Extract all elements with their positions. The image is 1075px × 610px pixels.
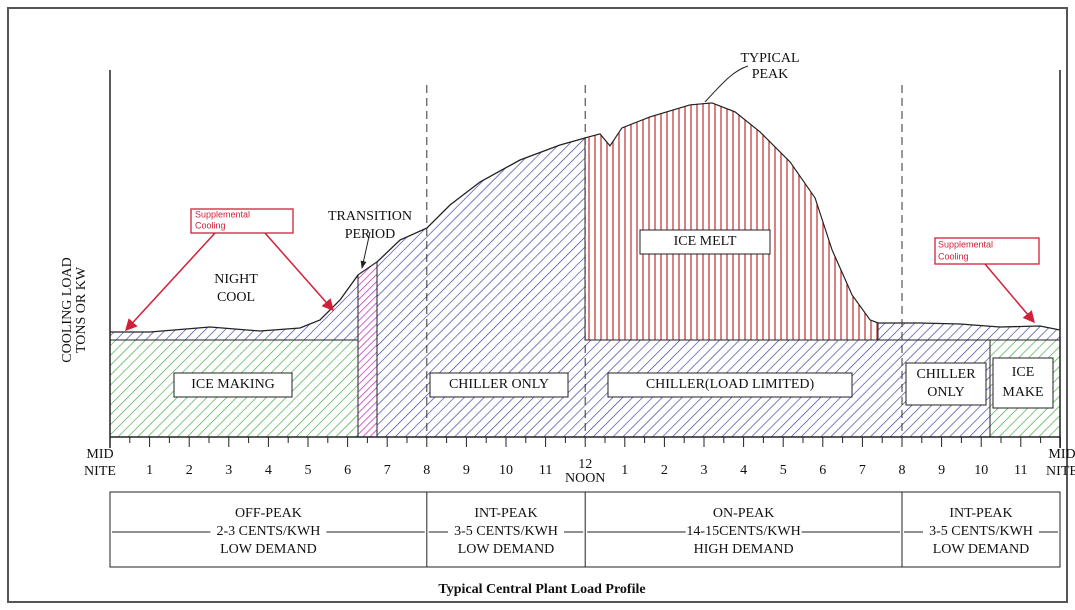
label: PERIOD — [345, 227, 396, 242]
region-box — [905, 362, 987, 406]
label: CHILLER ONLY — [449, 377, 549, 392]
label: 14-15CENTS/KWH — [686, 524, 800, 539]
label: LOW DEMAND — [220, 542, 317, 557]
hour-label: 4 — [740, 463, 747, 478]
region-box — [639, 229, 771, 255]
hour-label: 3 — [225, 463, 232, 478]
region-box — [173, 372, 293, 398]
region-box — [607, 372, 853, 398]
label: Cooling — [195, 220, 226, 230]
label: LOW DEMAND — [933, 542, 1030, 557]
callout-arrow — [124, 232, 216, 332]
ice-melt-area — [584, 102, 879, 341]
period-bg — [210, 524, 327, 540]
label: HIGH DEMAND — [694, 542, 794, 557]
peak-leader — [704, 65, 749, 103]
label: CHILLER(LOAD LIMITED) — [646, 377, 815, 392]
label: ON-PEAK — [713, 506, 774, 521]
callout — [190, 208, 294, 234]
hour-label: 11 — [1014, 463, 1027, 478]
label: ICE — [1012, 365, 1035, 380]
label: TONS OR KW — [74, 266, 89, 353]
callout — [934, 237, 1040, 265]
hour-label: 6 — [819, 463, 826, 478]
label: Supplemental — [195, 209, 250, 219]
hour-label: MID — [1048, 447, 1075, 462]
title: Typical Central Plant Load Profile — [438, 582, 645, 597]
hour-label: 5 — [305, 463, 312, 478]
label: 2-3 CENTS/KWH — [216, 524, 320, 539]
hour-label: NOON — [565, 471, 605, 486]
label: TRANSITION — [328, 209, 412, 224]
label: ONLY — [927, 385, 964, 400]
hour-label: 8 — [899, 463, 906, 478]
hour-label: 10 — [499, 463, 513, 478]
label: CHILLER — [916, 367, 976, 382]
period-bg — [685, 524, 802, 540]
label: OFF-PEAK — [235, 506, 302, 521]
hour-label: 7 — [384, 463, 391, 478]
transition-leader — [360, 231, 371, 269]
label: LOW DEMAND — [458, 542, 555, 557]
hour-label: NITE — [1046, 464, 1075, 479]
hour-label: 1 — [146, 463, 153, 478]
label: ICE MAKING — [191, 377, 275, 392]
label: NIGHT — [214, 272, 258, 287]
hour-label: 9 — [938, 463, 945, 478]
hour-label: 2 — [661, 463, 668, 478]
transition-area — [357, 261, 378, 438]
label: INT-PEAK — [474, 506, 537, 521]
hour-label: 8 — [423, 463, 430, 478]
hour-label: NITE — [84, 464, 116, 479]
label: ICE MELT — [674, 234, 737, 249]
hour-label: 9 — [463, 463, 470, 478]
hour-label: 3 — [701, 463, 708, 478]
hour-label: 12 — [578, 457, 592, 472]
region-box — [429, 372, 569, 398]
label: MAKE — [1002, 385, 1043, 400]
callout-arrow — [264, 232, 334, 312]
hour-label: 10 — [974, 463, 988, 478]
label: TYPICAL — [740, 51, 799, 66]
label: COOLING LOAD — [60, 257, 75, 362]
label: Cooling — [938, 251, 969, 261]
hour-label: 7 — [859, 463, 866, 478]
hour-label: 6 — [344, 463, 351, 478]
label: Supplemental — [938, 239, 993, 249]
frame — [7, 7, 1068, 603]
hour-label: 11 — [539, 463, 552, 478]
period-bg — [923, 524, 1039, 540]
region-box — [992, 357, 1054, 409]
label: 3-5 CENTS/KWH — [929, 524, 1033, 539]
callout-arrow — [984, 263, 1035, 324]
hour-label: 4 — [265, 463, 272, 478]
label: 3-5 CENTS/KWH — [454, 524, 558, 539]
hour-label: MID — [86, 447, 113, 462]
label: PEAK — [752, 67, 789, 82]
hour-label: 1 — [621, 463, 628, 478]
hour-label: 2 — [186, 463, 193, 478]
period-bg — [448, 524, 564, 540]
label: COOL — [217, 290, 255, 305]
hour-label: 5 — [780, 463, 787, 478]
label: INT-PEAK — [949, 506, 1012, 521]
